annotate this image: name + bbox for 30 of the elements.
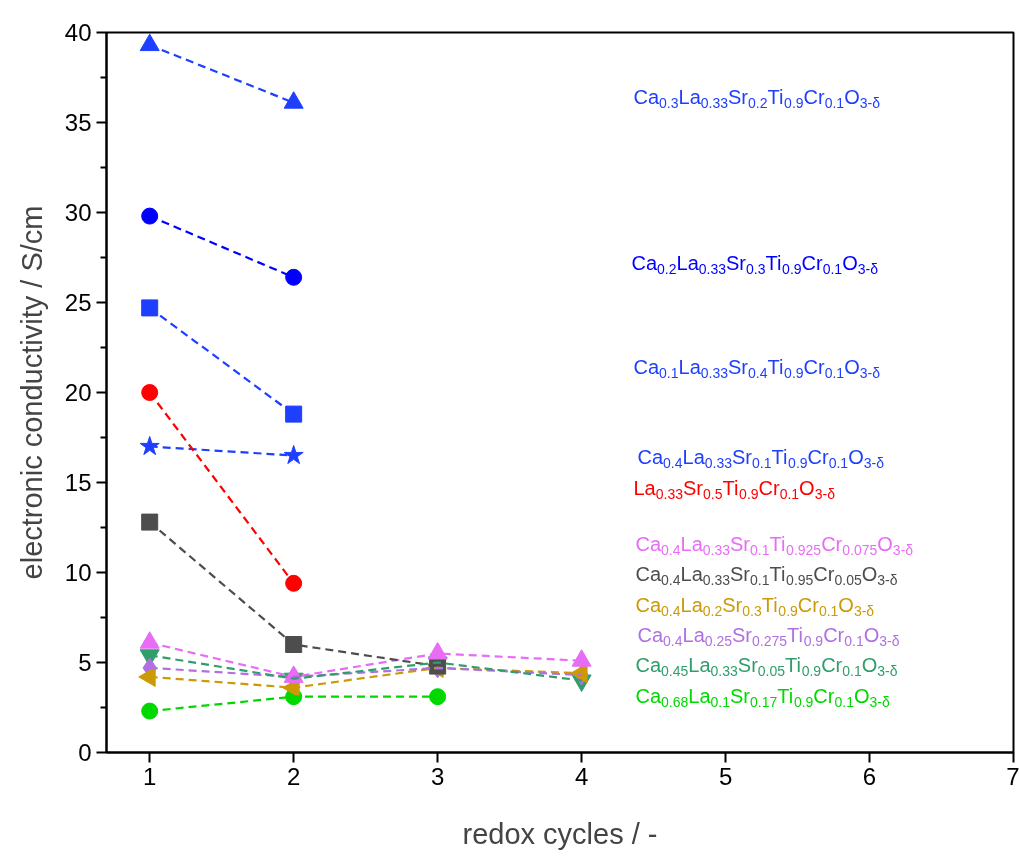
point (429, 688, 447, 706)
x-tick-label: 1 (143, 762, 157, 790)
x-tick-label: 6 (862, 762, 877, 790)
x-tick-label: 5 (718, 762, 733, 790)
point (285, 574, 303, 592)
point (139, 436, 160, 456)
y-tick-label: 10 (64, 559, 92, 586)
x-tick-label: 7 (1006, 762, 1019, 790)
point (141, 207, 159, 225)
y-tick-label: 0 (78, 739, 92, 766)
point (141, 384, 159, 401)
y-tick-label: 40 (64, 19, 92, 46)
point (283, 445, 304, 465)
point (285, 636, 303, 653)
point (141, 702, 159, 720)
y-tick-label: 30 (64, 199, 92, 226)
y-tick-label: 15 (64, 469, 92, 496)
x-tick-label: 3 (430, 762, 445, 790)
y-tick-label: 5 (78, 649, 92, 676)
y-tick-label: 25 (64, 289, 92, 316)
point (285, 268, 303, 286)
y-axis-title: electronic conductivity / S/cm (15, 205, 48, 580)
y-tick-label: 20 (64, 379, 92, 406)
x-axis-title: redox cycles / - (462, 817, 658, 850)
x-tick-label: 4 (574, 762, 589, 790)
y-tick-label: 35 (64, 109, 92, 136)
point (141, 299, 159, 317)
point (141, 513, 159, 531)
point (285, 405, 303, 423)
x-tick-label: 2 (286, 762, 301, 790)
